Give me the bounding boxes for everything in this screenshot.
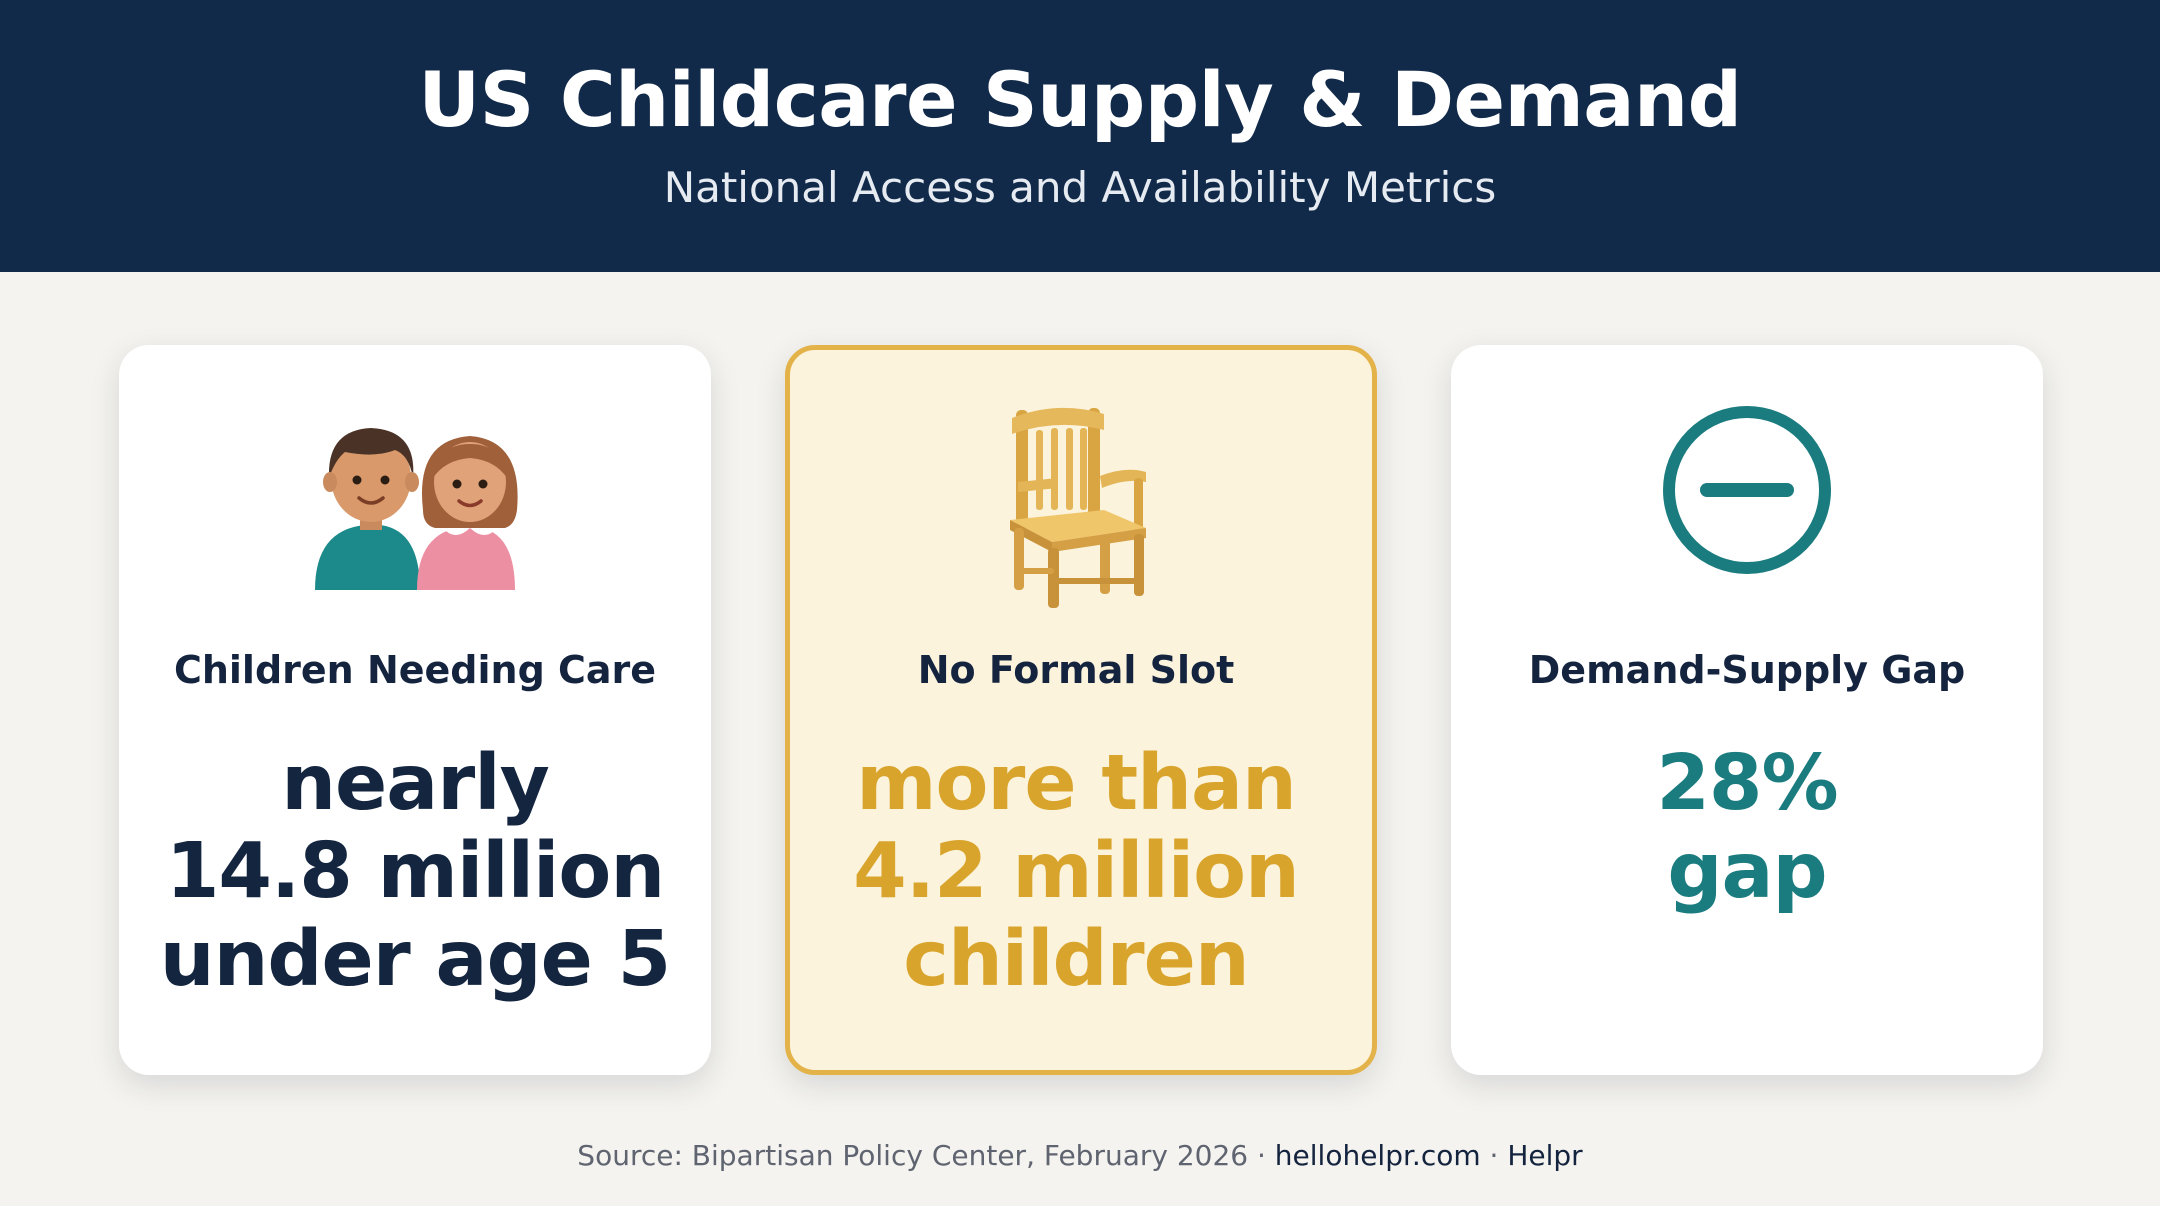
card-value: 28% gap bbox=[1451, 740, 2043, 916]
page-subtitle: National Access and Availability Metrics bbox=[663, 163, 1497, 212]
card-value-line: children bbox=[903, 915, 1249, 1004]
card-value: nearly 14.8 million under age 5 bbox=[119, 740, 711, 1004]
card-value-line: 14.8 million bbox=[165, 827, 665, 916]
card-value-line: more than bbox=[856, 739, 1297, 828]
source-footer: Source: Bipartisan Policy Center, Februa… bbox=[0, 1136, 2160, 1176]
card-label: No Formal Slot bbox=[917, 648, 1235, 692]
card-value-line: 4.2 million bbox=[853, 827, 1300, 916]
two-children-icon bbox=[119, 400, 711, 600]
card-value: more than 4.2 million children bbox=[785, 740, 1367, 1004]
footer-separator: · bbox=[1480, 1139, 1508, 1172]
page-title: US Childcare Supply & Demand bbox=[418, 55, 1742, 144]
source-text: Source: Bipartisan Policy Center, Februa… bbox=[577, 1139, 1275, 1172]
chair-icon bbox=[785, 400, 1367, 608]
card-value-line: 28% bbox=[1656, 739, 1838, 828]
stat-card-demand-supply-gap: Demand-Supply Gap 28% gap bbox=[1451, 345, 2043, 1075]
minus-circle-icon bbox=[1451, 400, 2043, 600]
card-value-line: nearly bbox=[281, 739, 550, 828]
header-banner: US Childcare Supply & Demand National Ac… bbox=[0, 0, 2160, 272]
stat-card-no-formal-slot: No Formal Slot more than 4.2 million chi… bbox=[785, 345, 1377, 1075]
card-label: Demand-Supply Gap bbox=[1528, 648, 1966, 692]
card-label: Children Needing Care bbox=[173, 648, 657, 692]
site-link[interactable]: hellohelpr.com bbox=[1274, 1139, 1481, 1172]
brand-name: Helpr bbox=[1507, 1139, 1583, 1172]
card-value-line: gap bbox=[1667, 827, 1827, 916]
stat-card-children-needing-care: Children Needing Care nearly 14.8 millio… bbox=[119, 345, 711, 1075]
card-value-line: under age 5 bbox=[159, 915, 671, 1004]
